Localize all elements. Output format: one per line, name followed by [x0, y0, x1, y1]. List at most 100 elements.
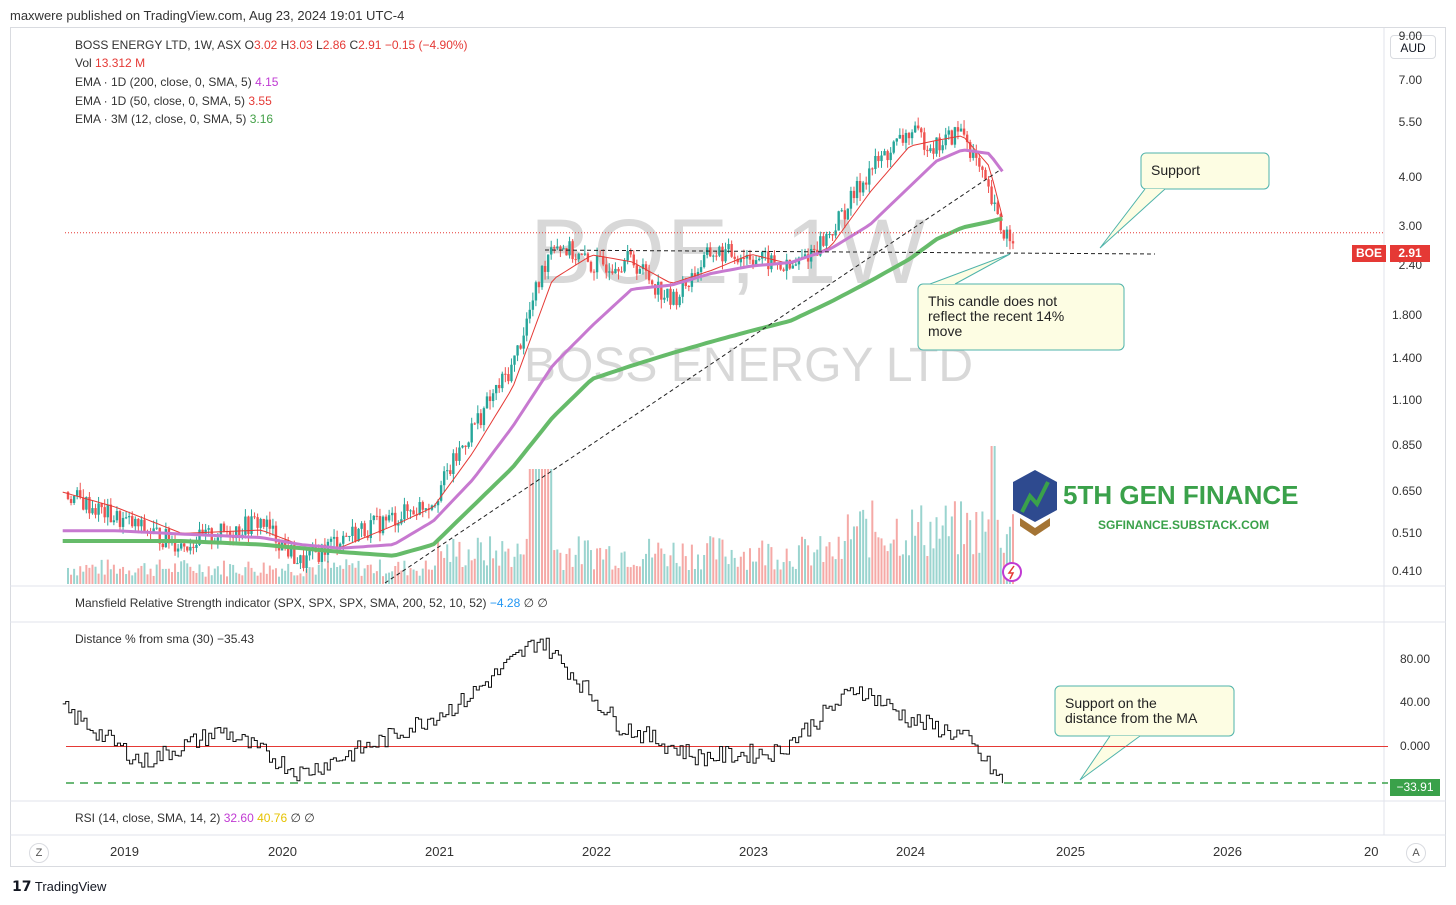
candle-body [788, 259, 791, 269]
volume-bar [534, 469, 537, 584]
volume-bar [764, 565, 767, 584]
volume-bar [635, 566, 638, 584]
rsi-legend: RSI (14, close, SMA, 14, 2) 32.60 40.76 … [75, 811, 315, 825]
volume-bar [623, 551, 626, 584]
volume-bar [170, 572, 173, 584]
candle-body [730, 244, 733, 257]
volume-bar [366, 564, 369, 584]
candle-body [106, 504, 109, 518]
candle-body [522, 335, 525, 349]
price-tick-label: 0.510 [1391, 526, 1422, 541]
volume-bar [862, 509, 865, 584]
auto-scale-button[interactable]: A [1406, 843, 1426, 863]
candle-body [372, 515, 376, 521]
candle-body [861, 182, 865, 193]
rsi-ma-value: 40.76 [257, 811, 288, 825]
volume-bar [446, 544, 449, 584]
ema50-legend: EMA · 1D (50, close, 0, SMA, 5) 3.55 [75, 94, 272, 108]
volume-bar [904, 540, 907, 584]
volume-bar [531, 469, 534, 584]
volume-bar [296, 575, 299, 584]
volume-bar [843, 540, 846, 584]
candle-body [865, 182, 868, 185]
volume-bar [333, 562, 336, 584]
volume-bar [213, 568, 216, 584]
volume-bar [886, 551, 889, 584]
volume-bar [767, 543, 770, 584]
price-tick-label: 4.00 [1398, 169, 1422, 184]
candle-body [681, 279, 684, 297]
candle-body [85, 496, 88, 510]
zoom-button[interactable]: Z [29, 843, 49, 863]
candle-body [712, 255, 715, 257]
volume-bar [978, 552, 981, 584]
candle-body [485, 396, 489, 409]
volume-bar [794, 568, 797, 584]
volume-bar [932, 548, 935, 584]
candle-body [678, 296, 681, 306]
volume-bar [632, 564, 635, 584]
ema200-legend: EMA · 1D (200, close, 0, SMA, 5) 4.15 [75, 75, 278, 89]
candle-body [308, 550, 311, 556]
volume-bar [247, 561, 250, 584]
candle-body [901, 134, 905, 143]
volume-bar [773, 569, 776, 584]
volume-bar [956, 554, 959, 584]
volume-bar [302, 576, 305, 584]
volume-bar [424, 560, 427, 584]
volume-bar [522, 554, 525, 584]
candle-body [742, 258, 746, 260]
candle-body [167, 529, 171, 544]
candle-body [580, 253, 583, 255]
volume-bar [889, 543, 892, 584]
currency-button[interactable]: AUD [1390, 35, 1436, 59]
volume-bar [963, 544, 966, 584]
mansfield-label: Mansfield Relative Strength indicator (S… [75, 596, 487, 610]
low-value: 2.86 [322, 38, 347, 52]
candle-body [904, 132, 908, 143]
candle-body [88, 496, 91, 514]
candle-body [253, 516, 256, 518]
candle-body [724, 249, 727, 262]
volume-bar [403, 560, 406, 584]
volume-bar [397, 561, 400, 584]
candle-body [614, 268, 617, 274]
price-tick-label: 1.800 [1391, 307, 1422, 322]
volume-bar [690, 544, 693, 584]
candle-body [250, 516, 253, 535]
candle-body [907, 132, 911, 139]
volume-bar [611, 569, 614, 584]
year-tick-label: 20 [1364, 844, 1379, 859]
candle-body [387, 515, 391, 521]
candle-body [956, 127, 960, 132]
candle-body [565, 248, 568, 256]
candle-body [66, 492, 70, 500]
volume-bar [840, 558, 843, 584]
mansfield-value: −4.28 [489, 596, 521, 610]
volume-bar [360, 575, 363, 584]
candle-body [635, 265, 639, 274]
candle-body [785, 259, 788, 271]
candle-body [219, 523, 223, 538]
close-value: 2.91 [358, 38, 382, 52]
candle-body [121, 517, 125, 527]
candle-body [124, 517, 128, 519]
support-ma-line1: Support on the [1065, 695, 1157, 711]
volume-bar [161, 568, 164, 584]
candle-body [342, 535, 345, 544]
volume-bar [158, 559, 161, 584]
candle-body [617, 268, 620, 272]
candle-body [537, 282, 541, 288]
volume-bar [271, 569, 274, 584]
candle-body [595, 255, 599, 273]
candle-body [271, 525, 275, 529]
volume-bar [666, 566, 669, 584]
volume-bar [177, 571, 180, 584]
change-value: −0.15 (−4.90%) [384, 38, 468, 52]
volume-bar [268, 565, 271, 584]
volume-value: 13.312 M [95, 56, 146, 70]
volume-bar [131, 575, 134, 584]
volume-bar [565, 553, 568, 584]
volume-bar [599, 547, 602, 584]
